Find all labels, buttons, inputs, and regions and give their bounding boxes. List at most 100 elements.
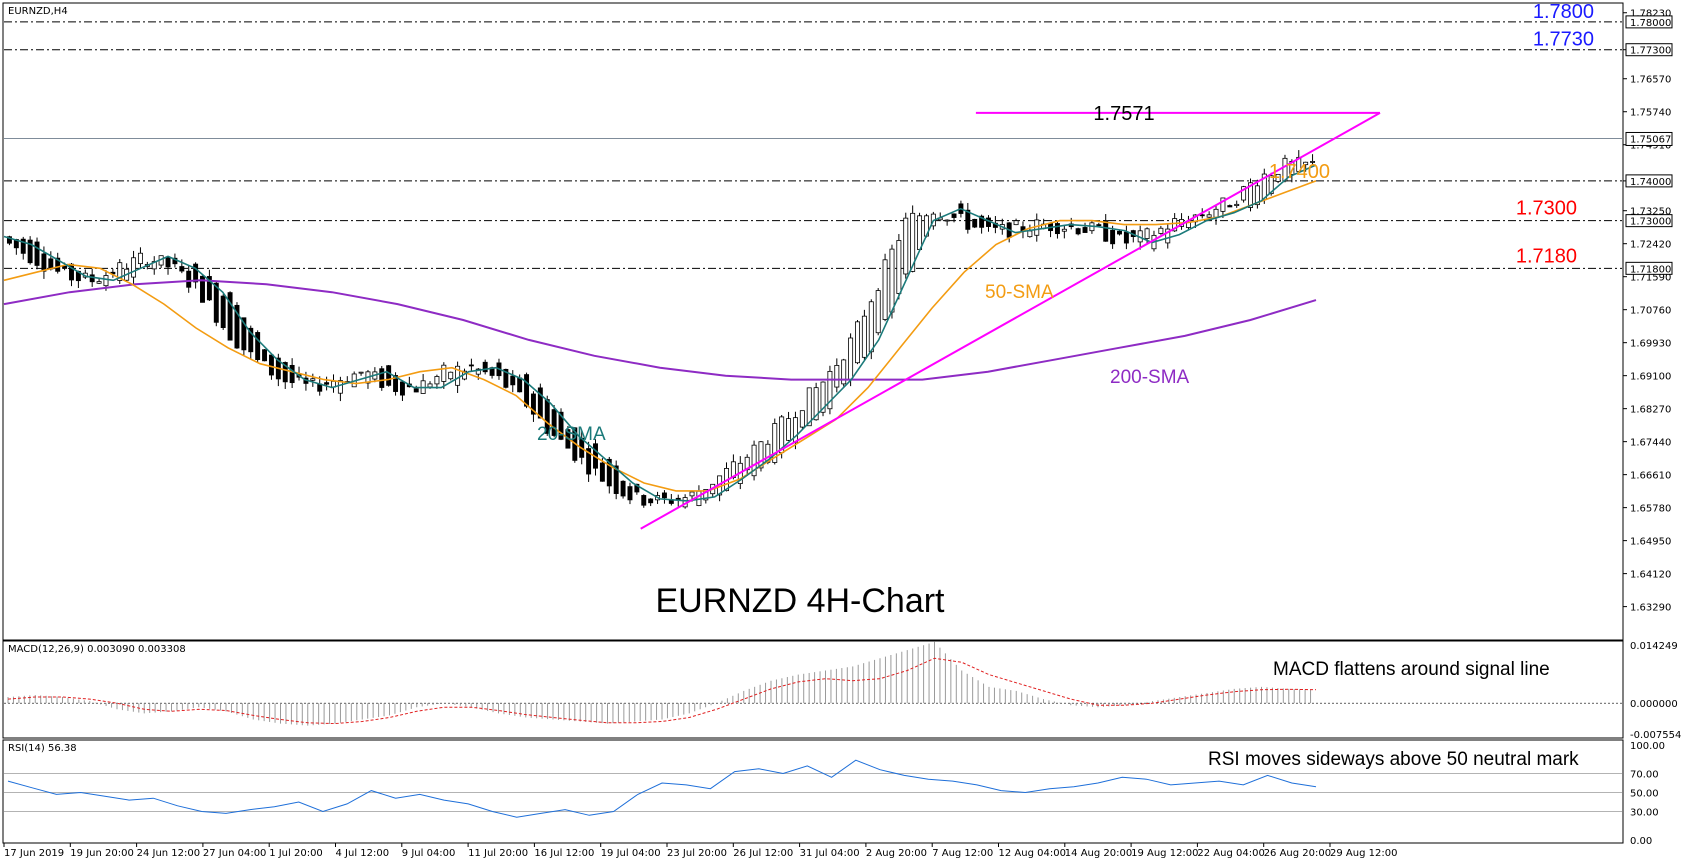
candle-body	[310, 378, 316, 381]
candle-body	[917, 215, 923, 250]
candle-body	[1165, 228, 1171, 244]
price-tick-label: 1.63290	[1630, 603, 1671, 614]
candle-body	[1103, 220, 1109, 242]
level-annotation: 1.7180	[1516, 245, 1577, 267]
candle-body	[434, 376, 440, 385]
time-tick-label: 9 Jul 04:00	[402, 848, 456, 859]
candle-body	[268, 354, 274, 376]
candle-body	[820, 381, 826, 413]
level-axis-label: 1.73000	[1630, 217, 1671, 228]
price-tick-label: 1.69100	[1630, 372, 1671, 383]
candle-body	[289, 364, 295, 384]
candle-body	[1241, 186, 1247, 201]
candle-body	[827, 370, 833, 410]
price-tick-label: 1.70760	[1630, 306, 1671, 317]
macd-signal-line	[7, 657, 1317, 725]
candle-body	[1234, 203, 1240, 206]
candle-body	[482, 361, 488, 373]
candle-body	[89, 274, 95, 283]
chart-title: EURNZD 4H-Chart	[655, 582, 945, 620]
time-tick-label: 23 Jul 20:00	[667, 848, 727, 859]
rsi-tick-label: 100.00	[1630, 741, 1665, 752]
macd-indicator-label: MACD(12,26,9) 0.003090 0.003308	[8, 644, 186, 655]
price-tick-label: 1.78230	[1630, 9, 1671, 20]
candle-body	[834, 365, 840, 388]
candle-body	[855, 321, 860, 364]
candle-body	[689, 491, 695, 497]
time-tick-label: 26 Jul 12:00	[733, 848, 793, 859]
candle-body	[1082, 227, 1088, 233]
candle-body	[441, 364, 447, 382]
sma50-label: 50-SMA	[985, 282, 1054, 303]
price-axis: 1.78230 1.77300 1.76570 1.75740 1.74910 1.740…	[1623, 9, 1671, 614]
candle-body	[510, 375, 516, 386]
candle-body	[751, 444, 757, 477]
macd-tick-label: -0.007554	[1630, 730, 1681, 741]
candle-body	[1227, 205, 1233, 208]
level-axis-label: 1.74000	[1630, 177, 1671, 188]
price-tick-label: 1.71590	[1630, 273, 1671, 284]
candle-body	[48, 258, 54, 270]
candle-body	[613, 465, 619, 494]
candle-body	[165, 256, 171, 268]
candle-body	[661, 492, 667, 499]
candle-body	[213, 282, 219, 323]
price-tick-label: 1.64950	[1630, 537, 1671, 548]
level-axis-label: 1.77300	[1630, 46, 1671, 57]
candle-body	[193, 263, 199, 283]
rsi-annotation: RSI moves sideways above 50 neutral mark	[1208, 749, 1579, 770]
rsi-panel-frame	[2, 739, 1624, 844]
candle-body	[530, 393, 536, 415]
candle-body	[448, 371, 454, 380]
time-tick-label: 26 Aug 20:00	[1264, 848, 1331, 859]
candle-body	[475, 368, 481, 375]
candle-body	[786, 418, 792, 441]
candle-body	[1199, 214, 1205, 217]
time-tick-label: 29 Aug 12:00	[1330, 848, 1397, 859]
time-tick-label: 31 Jul 04:00	[800, 848, 860, 859]
candle-body	[813, 387, 819, 421]
trendline	[640, 112, 1381, 530]
level-axis-box	[1625, 174, 1673, 188]
time-tick-label: 27 Jun 04:00	[203, 848, 267, 859]
price-panel-frame	[2, 2, 1624, 641]
candle-body	[1220, 197, 1226, 212]
candle-body	[413, 388, 419, 393]
symbol-label: EURNZD,H4	[8, 6, 68, 17]
candle-body	[6, 236, 12, 244]
candle-body	[1061, 228, 1067, 232]
macd-panel-frame	[2, 640, 1624, 739]
candle-body	[324, 382, 330, 385]
macd-tick-label: 0.014249	[1630, 641, 1678, 652]
time-tick-label: 17 Jun 2019	[4, 848, 64, 859]
moving-averages	[3, 164, 1317, 502]
candle-body	[903, 217, 909, 275]
candle-body	[558, 411, 564, 440]
price-tick-label: 1.64120	[1630, 570, 1671, 581]
candle-body	[875, 290, 881, 334]
candle-body	[1075, 228, 1081, 235]
current-price-marker: 1.75067	[1625, 131, 1673, 146]
candle-body	[910, 212, 916, 272]
candle-body	[599, 462, 605, 482]
candle-body	[358, 371, 364, 374]
candle-body	[468, 364, 474, 367]
time-tick-label: 19 Aug 12:00	[1131, 848, 1198, 859]
candle-body	[27, 239, 33, 264]
candle-body	[606, 458, 612, 487]
candle-body	[1123, 231, 1129, 244]
candle-body	[799, 410, 805, 428]
sma200-line	[3, 279, 1317, 381]
macd-annotation: MACD flattens around signal line	[1273, 659, 1550, 680]
candle-body	[517, 377, 523, 393]
level-annotation: 1.7730	[1533, 29, 1594, 51]
candle-body	[848, 337, 854, 381]
level-axis-label: 1.71800	[1630, 264, 1671, 275]
candle-body	[648, 498, 654, 504]
candle-body	[1296, 156, 1302, 172]
price-tick-label: 1.72420	[1630, 240, 1671, 251]
candle-body	[206, 276, 212, 301]
candle-body	[1275, 173, 1281, 182]
candle-body	[1054, 223, 1060, 235]
